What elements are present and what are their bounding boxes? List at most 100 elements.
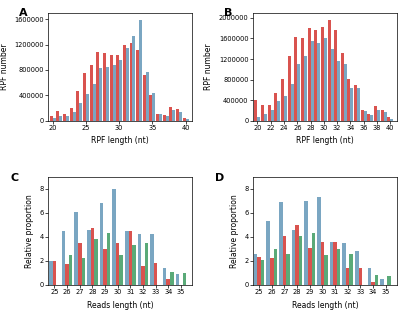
Bar: [337, 249, 340, 285]
Bar: [292, 230, 295, 285]
Bar: [83, 73, 86, 121]
Bar: [304, 56, 307, 121]
Bar: [78, 243, 81, 285]
Bar: [116, 55, 119, 121]
Bar: [73, 113, 76, 121]
Bar: [257, 257, 261, 285]
Bar: [166, 116, 169, 121]
Bar: [106, 68, 109, 121]
Bar: [103, 53, 106, 121]
X-axis label: RPF length (nt): RPF length (nt): [296, 136, 354, 146]
Bar: [267, 221, 270, 285]
Bar: [297, 64, 300, 121]
Bar: [143, 75, 146, 121]
Bar: [374, 106, 377, 121]
Bar: [308, 28, 311, 121]
Bar: [183, 273, 186, 285]
Bar: [328, 20, 330, 121]
Y-axis label: RPF number: RPF number: [0, 44, 9, 90]
Bar: [281, 79, 284, 121]
Bar: [255, 100, 257, 121]
Bar: [341, 53, 344, 121]
Bar: [103, 249, 107, 285]
X-axis label: RPF length (nt): RPF length (nt): [91, 136, 149, 146]
Bar: [150, 95, 152, 121]
Bar: [138, 235, 141, 285]
Bar: [50, 116, 53, 121]
Text: A: A: [19, 9, 28, 19]
Bar: [291, 84, 294, 121]
Bar: [350, 88, 353, 121]
Bar: [254, 254, 257, 285]
Bar: [295, 225, 299, 285]
Bar: [182, 117, 186, 121]
Bar: [324, 38, 327, 121]
Bar: [154, 263, 157, 285]
Bar: [284, 96, 287, 121]
Bar: [273, 249, 277, 285]
Bar: [159, 114, 162, 121]
Bar: [314, 30, 317, 121]
Bar: [304, 201, 308, 285]
Bar: [380, 279, 384, 285]
Bar: [150, 235, 154, 285]
Bar: [288, 57, 291, 121]
Bar: [179, 112, 182, 121]
Bar: [86, 94, 89, 121]
Bar: [62, 231, 65, 285]
X-axis label: Reads length (nt): Reads length (nt): [292, 300, 358, 309]
Bar: [116, 243, 119, 285]
Bar: [264, 114, 267, 121]
Bar: [109, 55, 113, 121]
Bar: [321, 242, 324, 285]
Bar: [348, 79, 350, 121]
Bar: [90, 66, 93, 121]
Bar: [308, 248, 312, 285]
Bar: [354, 85, 357, 121]
Bar: [63, 114, 66, 121]
Bar: [330, 242, 333, 285]
Bar: [337, 61, 340, 121]
Bar: [274, 93, 277, 121]
Bar: [176, 274, 179, 285]
Text: D: D: [215, 172, 225, 182]
Bar: [172, 110, 175, 121]
Bar: [132, 245, 136, 285]
Bar: [342, 243, 346, 285]
Bar: [271, 110, 274, 121]
Bar: [96, 52, 99, 121]
Bar: [324, 255, 328, 285]
Bar: [53, 261, 56, 285]
Bar: [311, 41, 314, 121]
Bar: [119, 60, 122, 121]
Bar: [371, 283, 375, 285]
Text: C: C: [11, 172, 19, 182]
Bar: [70, 108, 73, 121]
Bar: [163, 268, 166, 285]
Bar: [145, 243, 148, 285]
Bar: [113, 66, 115, 121]
Bar: [261, 260, 265, 285]
Bar: [321, 27, 324, 121]
Bar: [381, 110, 384, 121]
Bar: [100, 203, 103, 285]
Bar: [166, 279, 170, 285]
Bar: [317, 197, 321, 285]
Bar: [79, 103, 82, 121]
Bar: [358, 268, 362, 285]
Bar: [294, 37, 297, 121]
Bar: [130, 43, 132, 121]
Bar: [125, 231, 129, 285]
Bar: [156, 114, 159, 121]
X-axis label: Reads length (nt): Reads length (nt): [87, 300, 154, 309]
Bar: [91, 228, 94, 285]
Bar: [344, 64, 347, 121]
Bar: [132, 36, 136, 121]
Bar: [270, 259, 273, 285]
Bar: [390, 119, 393, 121]
Bar: [65, 264, 69, 285]
Bar: [387, 276, 391, 285]
Bar: [176, 109, 179, 121]
Bar: [268, 105, 271, 121]
Bar: [312, 233, 315, 285]
